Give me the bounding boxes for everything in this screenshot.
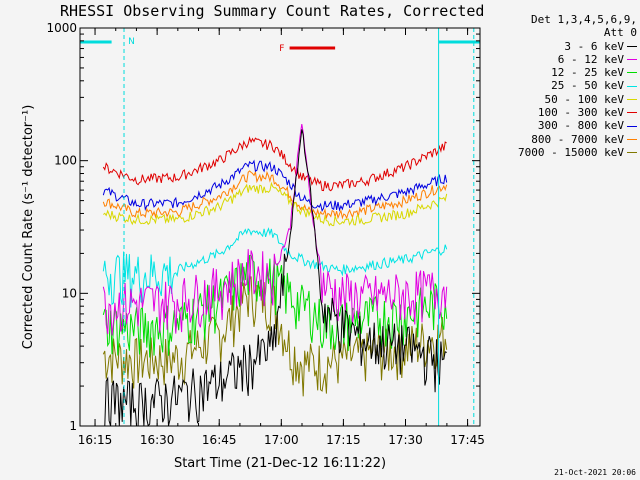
generated-timestamp: 21-Oct-2021 20:06 xyxy=(554,468,636,477)
legend-item-label: 3 - 6 keV xyxy=(564,39,624,53)
legend-swatch xyxy=(627,152,637,154)
legend-swatch xyxy=(627,138,637,140)
flare-flag-label: F xyxy=(279,44,284,54)
series-line-6-12kev xyxy=(102,124,448,336)
legend-item: 12 - 25 keV xyxy=(482,66,637,79)
legend-swatch xyxy=(627,85,637,87)
series-line-300-800kev xyxy=(102,159,448,213)
legend-swatch xyxy=(627,45,637,47)
x-tick-label: 17:30 xyxy=(388,433,423,447)
legend-item: 800 - 7000 keV xyxy=(482,133,637,146)
legend-item-label: 7000 - 15000 keV xyxy=(518,145,624,159)
series-line-25-50kev xyxy=(102,227,448,308)
series-line-3-6kev xyxy=(103,129,447,427)
legend-swatch xyxy=(627,98,637,100)
legend-item: 6 - 12 keV xyxy=(482,53,637,66)
x-tick-label: 17:15 xyxy=(326,433,361,447)
series-line-100-300kev xyxy=(102,136,447,192)
legend-item-label: 800 - 7000 keV xyxy=(531,132,624,146)
legend-item: 3 - 6 keV xyxy=(482,40,637,53)
legend-item: 50 - 100 keV xyxy=(482,93,637,106)
legend-rows: 3 - 6 keV 6 - 12 keV 12 - 25 keV 25 - 50 ke… xyxy=(482,40,637,160)
legend-item-label: 6 - 12 keV xyxy=(557,52,624,66)
legend-item: 300 - 800 keV xyxy=(482,119,637,132)
y-tick-label: 100 xyxy=(54,154,77,168)
legend-swatch xyxy=(627,112,637,114)
legend-item: 25 - 50 keV xyxy=(482,79,637,92)
axis-layer: 16:15 16:30 16:45 17:00 17:15 17:30 17:45 1 10 10… xyxy=(46,21,484,447)
legend-item: 100 - 300 keV xyxy=(482,106,637,119)
night-flag-label: N xyxy=(128,37,135,47)
legend-swatch xyxy=(627,59,637,61)
legend-item-label: 300 - 800 keV xyxy=(537,119,624,133)
legend-swatch xyxy=(627,72,637,74)
x-tick-label: 16:45 xyxy=(202,433,237,447)
legend-item-label: 50 - 100 keV xyxy=(544,92,624,106)
x-axis-label: Start Time (21-Dec-12 16:11:22) xyxy=(174,456,386,471)
y-tick-label: 1 xyxy=(69,419,77,433)
legend-swatch xyxy=(627,125,637,127)
legend-item-label: 25 - 50 keV xyxy=(551,79,624,93)
x-tick-label: 17:45 xyxy=(450,433,485,447)
chart-title: RHESSI Observing Summary Count Rates, Co… xyxy=(60,2,485,20)
y-axis-label: Corrected Count Rate (s⁻¹ detector⁻¹) xyxy=(21,105,36,350)
y-tick-label: 1000 xyxy=(46,21,77,35)
y-tick-label: 10 xyxy=(62,286,77,300)
legend-item-label: 12 - 25 keV xyxy=(551,66,624,80)
series-line-800-7000kev xyxy=(102,170,448,220)
legend-item-label: 100 - 300 keV xyxy=(537,106,624,120)
x-tick-label: 17:00 xyxy=(264,433,299,447)
x-tick-label: 16:30 xyxy=(140,433,175,447)
legend: Det 1,3,4,5,6,9, Att 0 3 - 6 keV 6 - 12 k… xyxy=(482,13,637,159)
legend-header-detectors: Det 1,3,4,5,6,9, xyxy=(531,13,637,26)
series-line-50-100kev xyxy=(102,181,448,227)
x-tick-label: 16:15 xyxy=(78,433,113,447)
series-line-7000-15000kev xyxy=(102,276,448,397)
legend-header-attenuator: Att 0 xyxy=(603,26,637,40)
series-layer xyxy=(102,124,448,427)
legend-item: 7000 - 15000 keV xyxy=(482,146,637,159)
flag-layer: NF xyxy=(80,28,480,426)
plot-frame xyxy=(79,27,481,427)
